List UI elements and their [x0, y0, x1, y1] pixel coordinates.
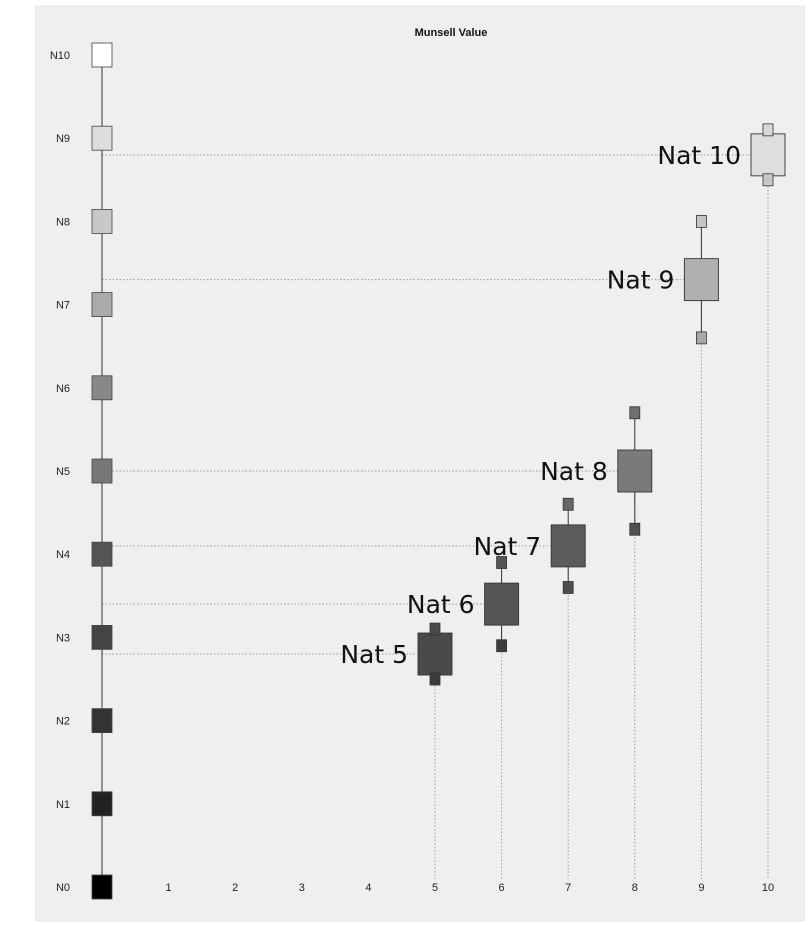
- reference-swatch-n2: [91, 708, 113, 733]
- high-marker-nat-5: [429, 622, 441, 636]
- guide-lines: [102, 154, 769, 879]
- reference-swatch-n8: [91, 208, 113, 234]
- plot-background: [35, 5, 805, 922]
- mean-box-nat-5: [417, 632, 453, 676]
- low-marker-nat-7: [562, 581, 574, 594]
- series-label-nat-10: Nat 10: [657, 141, 741, 170]
- y-tick-label: N3: [56, 632, 70, 644]
- mean-box-nat-9: [683, 258, 719, 302]
- y-tick-label: N6: [56, 383, 70, 395]
- x-tick-labels: 1 2 3 4 5 6 7 8 9 10: [166, 882, 775, 894]
- reference-swatch-n5: [91, 458, 113, 484]
- y-tick-label: N10: [50, 50, 70, 62]
- reference-swatch-n7: [91, 292, 113, 318]
- mean-box-nat-7: [550, 524, 586, 568]
- low-marker-nat-6: [496, 639, 508, 653]
- reference-swatch-n3: [91, 625, 113, 650]
- y-tick-label: N1: [56, 799, 70, 811]
- x-tick-label: 7: [565, 882, 571, 894]
- reference-swatch-n1: [91, 791, 113, 817]
- x-tick-label: 10: [762, 882, 774, 894]
- y-tick-label: N4: [56, 549, 70, 561]
- chart-title: Munsell Value: [415, 27, 488, 39]
- x-tick-label: 2: [232, 882, 238, 894]
- y-tick-label: N0: [56, 882, 70, 894]
- y-tick-label: N2: [56, 716, 70, 728]
- low-marker-nat-10: [762, 173, 774, 187]
- y-tick-label: N5: [56, 466, 70, 478]
- x-tick-label: 9: [698, 882, 704, 894]
- reference-swatch-n10: [91, 42, 113, 68]
- x-tick-label: 3: [299, 882, 305, 894]
- series-layer: Nat 5 Nat 6 Nat 7 Nat 8 Nat 9 Nat 10: [340, 123, 786, 686]
- high-marker-nat-8: [629, 406, 641, 420]
- series-label-nat-6: Nat 6: [407, 590, 475, 619]
- y-tick-label: N7: [56, 300, 70, 312]
- y-tick-labels: N0 N1 N2 N3 N4 N5 N6 N7 N8 N9 N10: [50, 50, 70, 894]
- y-tick-label: N8: [56, 216, 70, 228]
- x-tick-label: 5: [432, 882, 438, 894]
- reference-swatch-n0: [91, 874, 113, 900]
- x-tick-label: 6: [499, 882, 505, 894]
- low-marker-nat-9: [696, 331, 707, 345]
- series-label-nat-5: Nat 5: [340, 640, 408, 669]
- reference-scale: [91, 42, 113, 900]
- y-tick-label: N9: [56, 133, 70, 145]
- x-tick-label: 1: [166, 882, 172, 894]
- low-marker-nat-8: [629, 522, 641, 536]
- mean-box-nat-10: [750, 133, 786, 177]
- high-marker-nat-7: [562, 497, 574, 511]
- reference-swatch-n9: [91, 125, 113, 151]
- high-marker-nat-10: [762, 123, 774, 137]
- series-label-nat-8: Nat 8: [540, 457, 608, 486]
- high-marker-nat-9: [696, 214, 707, 228]
- low-marker-nat-5: [429, 672, 441, 686]
- series-label-nat-7: Nat 7: [474, 532, 542, 561]
- x-tick-label: 4: [365, 882, 371, 894]
- reference-swatch-n4: [91, 541, 113, 567]
- x-tick-label: 8: [632, 882, 638, 894]
- mean-box-nat-6: [484, 582, 520, 626]
- mean-box-nat-8: [617, 449, 653, 493]
- series-label-nat-9: Nat 9: [607, 266, 675, 295]
- high-marker-nat-6: [496, 556, 508, 569]
- reference-swatch-n6: [91, 375, 113, 401]
